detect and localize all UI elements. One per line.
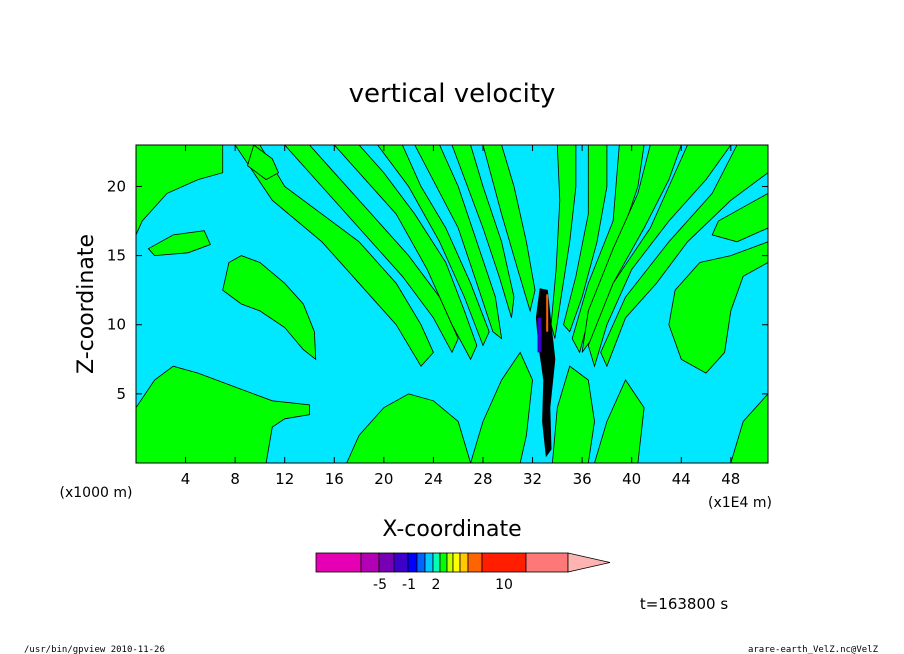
colorbar-cell: [481, 552, 527, 573]
colorbar-cell: [360, 552, 380, 573]
colorbar-cell: [424, 552, 434, 573]
y-tick-label: 10: [107, 316, 126, 334]
x-tick-label: 20: [374, 470, 393, 488]
positive-region: [377, 145, 490, 347]
x-axis-label: X-coordinate: [382, 517, 521, 542]
colorbar-cell: [315, 552, 362, 573]
y-tick-label: 15: [107, 247, 126, 265]
colorbar-cell: [439, 552, 448, 573]
positive-region: [414, 145, 503, 340]
updraft-patch: [546, 294, 549, 332]
positive-region: [594, 379, 645, 463]
positive-region: [147, 230, 211, 257]
x-axis-ticks: 4 8 12 16 20 24 28 32 36 40 44 48: [181, 145, 740, 488]
downdraft-patch: [537, 317, 542, 353]
x-tick-label: 24: [424, 470, 443, 488]
positive-region: [222, 255, 317, 361]
plot-frame: [135, 144, 769, 464]
x-tick-label: 32: [523, 470, 542, 488]
positive-region: [346, 393, 472, 463]
plot-area: [135, 144, 769, 464]
colorbar-cell: [407, 552, 418, 573]
x-tick-label: 48: [721, 470, 740, 488]
positive-region: [711, 192, 768, 243]
positive-region: [730, 393, 768, 463]
footer-left: /usr/bin/gpview 2010-11-26: [24, 645, 165, 654]
positive-region: [136, 145, 224, 236]
x-tick-label: 4: [181, 470, 191, 488]
positive-region: [234, 145, 434, 367]
positive-region: [668, 241, 768, 374]
x-unit-left: (x1000 m): [60, 485, 133, 501]
colorbar-cell: [432, 552, 441, 573]
colorbar-cell: [567, 552, 611, 573]
positive-region: [551, 365, 595, 463]
positive-region: [600, 145, 768, 368]
colorbar-label: -5: [373, 577, 387, 593]
colorbar-labels: -5 -1 2 10: [373, 577, 513, 593]
positive-region: [247, 145, 280, 181]
x-tick-label: 44: [672, 470, 691, 488]
x-tick-label: 8: [230, 470, 240, 488]
colorbar: [315, 552, 611, 573]
colorbar-label: -1: [402, 577, 416, 593]
positive-region: [482, 145, 536, 313]
colorbar-label: 10: [495, 577, 513, 593]
time-label: t=163800 s: [640, 595, 728, 613]
colorbar-cell: [416, 552, 426, 573]
positive-region: [587, 145, 732, 368]
positive-region: [333, 145, 478, 361]
y-tick-label: 5: [116, 385, 126, 403]
colorbar-cell: [467, 552, 483, 573]
positive-region: [136, 365, 310, 463]
x-tick-label: 12: [275, 470, 294, 488]
x-tick-label: 40: [622, 470, 641, 488]
x-tick-label: 16: [325, 470, 344, 488]
positive-region: [470, 351, 533, 463]
y-axis-ticks: 5 10 15 20: [107, 177, 768, 403]
colorbar-cell: [452, 552, 461, 573]
colorbar-cell: [525, 552, 569, 573]
colorbar-cell: [446, 552, 454, 573]
positive-region: [451, 145, 515, 318]
colorbar-cell: [459, 552, 469, 573]
y-axis-label: Z-coordinate: [74, 234, 99, 374]
colorbar-cell: [393, 552, 409, 573]
y-tick-label: 20: [107, 177, 126, 195]
x-tick-label: 28: [473, 470, 492, 488]
colorbar-label: 2: [432, 577, 441, 593]
footer-right: arare-earth_VelZ.nc@VelZ: [748, 645, 879, 654]
x-tick-label: 36: [573, 470, 592, 488]
velocity-field: [136, 145, 768, 463]
x-unit-right: (x1E4 m): [708, 495, 772, 511]
positive-region: [563, 145, 608, 333]
positive-region: [284, 145, 459, 354]
chart-title: vertical velocity: [349, 79, 556, 109]
positive-region: [550, 145, 577, 339]
colorbar-cell: [378, 552, 395, 573]
